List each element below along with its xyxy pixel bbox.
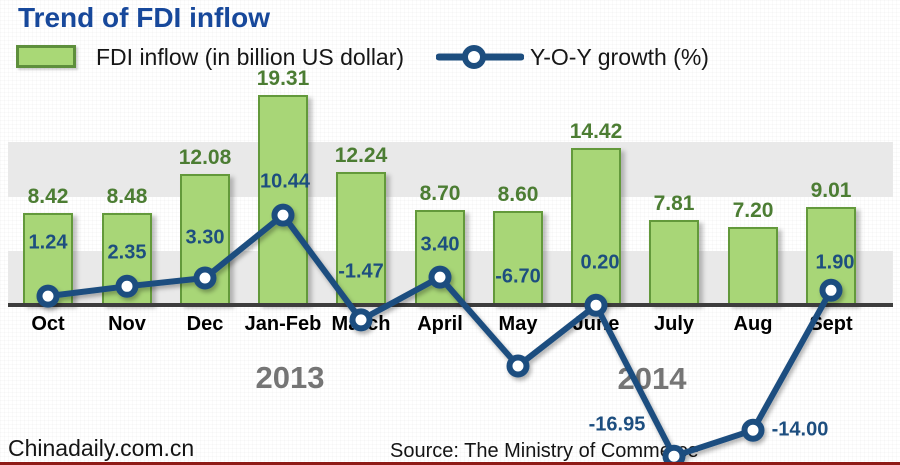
bar-value-label: 12.24: [334, 143, 388, 167]
bottom-red-rule: [0, 462, 900, 465]
bar-May: [493, 211, 543, 305]
bar-Aug: [728, 226, 778, 305]
bar-value-label: 7.20: [732, 198, 774, 222]
page-title: Trend of FDI inflow: [18, 2, 270, 33]
x-tick-Dec: Dec: [186, 313, 224, 335]
chinadaily-watermark: Chinadaily.com.cn: [8, 435, 195, 461]
line-value-label: 1.24: [28, 231, 68, 254]
bar-June: [571, 148, 621, 305]
bar-legend-label: FDI inflow (in billion US dollar): [96, 44, 405, 70]
bar-value-label: 7.81: [653, 192, 695, 216]
line-value-label: -16.95: [588, 413, 646, 436]
line-value-label: 3.30: [185, 226, 225, 249]
x-axis-line: [8, 303, 893, 307]
line-value-label: 2.35: [107, 241, 147, 264]
line-value-label: 3.40: [420, 233, 460, 256]
x-tick-Nov: Nov: [108, 313, 146, 335]
line-marker-Aug: [741, 418, 765, 442]
line-legend-marker-icon: [435, 44, 525, 75]
line-value-label: -14.00: [771, 418, 829, 441]
x-tick-Oct: Oct: [31, 313, 65, 335]
line-marker-Nov: [115, 274, 139, 298]
line-marker-March: [349, 308, 373, 332]
x-tick-Jan-Feb: Jan-Feb: [244, 313, 322, 335]
line-marker-April: [428, 265, 452, 289]
line-marker-May: [506, 354, 530, 378]
bar-value-label: 8.48: [106, 184, 148, 208]
x-tick-April: April: [417, 313, 463, 335]
line-value-label: -6.70: [495, 265, 541, 288]
source-credit: Source: The Ministry of Commerce: [390, 440, 699, 462]
bar-value-label: 12.08: [178, 145, 232, 169]
bar-Jan-Feb: [258, 95, 308, 305]
x-tick-May: May: [498, 313, 538, 335]
line-marker-Sept: [819, 278, 843, 302]
line-marker-Oct: [36, 284, 60, 308]
line-value-label: -1.47: [338, 260, 384, 283]
line-value-label: 0.20: [580, 251, 620, 274]
line-value-label: 1.90: [815, 251, 855, 274]
bar-legend-swatch-icon: [16, 45, 76, 68]
x-tick-July: July: [653, 313, 695, 335]
line-legend-label: Y-O-Y growth (%): [530, 44, 709, 70]
line-value-label: 10.44: [259, 170, 311, 193]
bar-value-label: 19.31: [256, 67, 310, 90]
bar-value-label: 8.70: [419, 182, 461, 206]
year-label-2013: 2013: [255, 360, 325, 395]
bar-value-label: 8.60: [497, 183, 539, 207]
line-marker-June: [584, 293, 608, 317]
bar-value-label: 9.01: [810, 179, 852, 203]
bar-value-label: 8.42: [27, 185, 69, 209]
x-tick-Aug: Aug: [733, 313, 773, 335]
x-tick-Sept: Sept: [809, 313, 853, 335]
line-marker-Jan-Feb: [271, 203, 295, 227]
gridline-band: [8, 142, 893, 197]
bar-value-label: 14.42: [569, 120, 623, 144]
line-marker-Dec: [193, 266, 217, 290]
